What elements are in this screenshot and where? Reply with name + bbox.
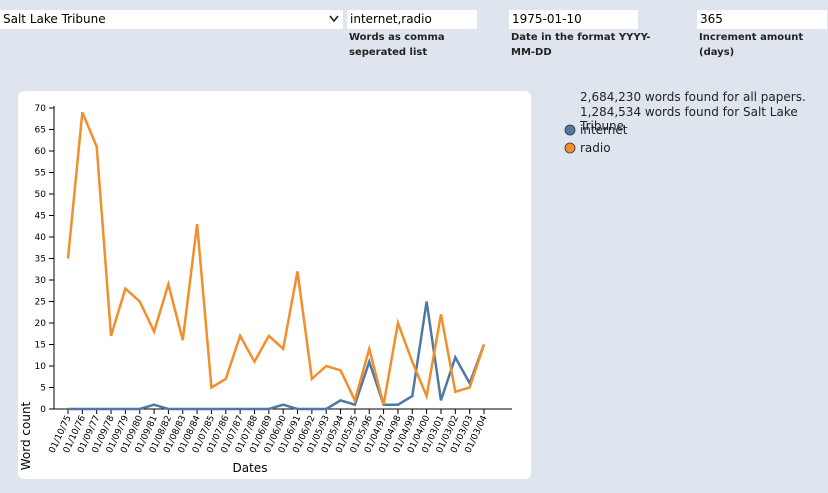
date-input[interactable]: 1975-01-10 [509,10,638,29]
words-label: Words as comma seperated list [349,32,445,58]
words-input[interactable]: internet,radio [347,10,477,29]
y-tick-label: 15 [35,341,46,351]
y-tick-label: 30 [35,276,47,286]
legend-swatch [564,142,576,154]
y-tick-label: 70 [35,104,47,114]
increment-label: Increment amount (days) [699,32,804,58]
legend-label: radio [580,141,611,155]
y-tick-label: 55 [35,169,46,179]
chart-card [18,91,531,479]
y-tick-label: 50 [35,190,47,200]
y-tick-label: 0 [40,405,46,415]
stat-paper: 1,284,534 words found for Salt Lake Trib… [580,105,798,133]
series-line [66,111,486,406]
y-tick-label: 5 [40,384,46,394]
y-tick-label: 35 [35,255,46,265]
legend-swatch [564,124,576,136]
stat-all: 2,684,230 words found for all papers. [580,90,806,104]
paper-value: Salt Lake Tribune [3,12,106,26]
legend-label: internet [580,123,628,137]
x-axis-title: Dates [233,461,268,475]
date-label: Date in the format YYYY-MM-DD [511,32,651,58]
y-tick-label: 40 [35,233,47,243]
series-line [68,301,486,411]
y-tick-label: 60 [35,147,47,157]
y-tick-label: 65 [35,126,46,136]
y-axis-title: Word count [19,401,33,470]
y-tick-label: 25 [35,298,46,308]
increment-input[interactable]: 365 [697,10,827,29]
chevron [329,15,339,23]
paper-select[interactable]: Salt Lake Tribune [0,10,343,29]
y-tick-label: 45 [35,212,46,222]
y-tick-label: 10 [35,362,47,372]
y-tick-label: 20 [35,319,47,329]
